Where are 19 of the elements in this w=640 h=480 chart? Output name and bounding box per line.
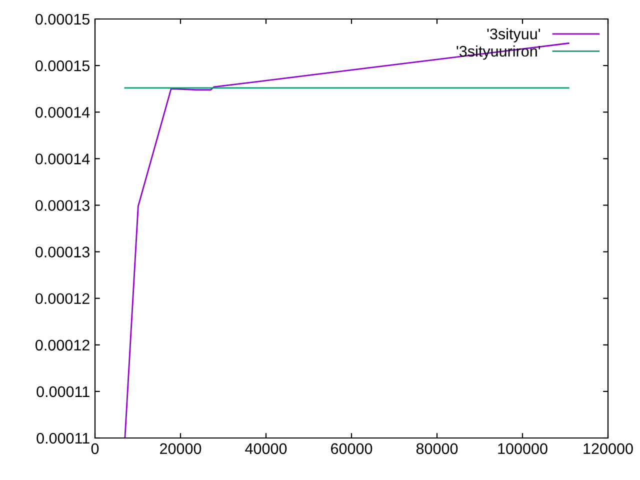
y-tick-label: 0.00011 xyxy=(36,386,90,398)
y-tick-label: 0.00015 xyxy=(36,14,90,25)
y-tick-label: 0.00015 xyxy=(36,60,90,72)
y-tick-label: 0.00014 xyxy=(36,154,90,164)
x-tick-label: 100000 xyxy=(498,443,548,454)
y-tick-label: 0.00012 xyxy=(36,340,90,351)
x-tick-label: 20000 xyxy=(160,443,202,454)
y-tick-label: 0.00012 xyxy=(36,293,90,304)
y-tick-label: 0.00013 xyxy=(36,246,90,258)
x-tick-label: 120000 xyxy=(584,443,633,454)
legend-label: '3sityuu' xyxy=(487,28,540,42)
x-tick-label: 40000 xyxy=(245,443,287,454)
x-tick-label: 80000 xyxy=(416,443,458,454)
x-tick-label: 60000 xyxy=(331,443,372,454)
y-tick-label: 0.00011 xyxy=(36,432,90,444)
x-tick-label: 0 xyxy=(91,443,99,454)
y-tick-label: 0.00013 xyxy=(36,200,90,211)
line-series xyxy=(124,42,570,438)
y-tick-label: 0.00014 xyxy=(36,106,90,118)
